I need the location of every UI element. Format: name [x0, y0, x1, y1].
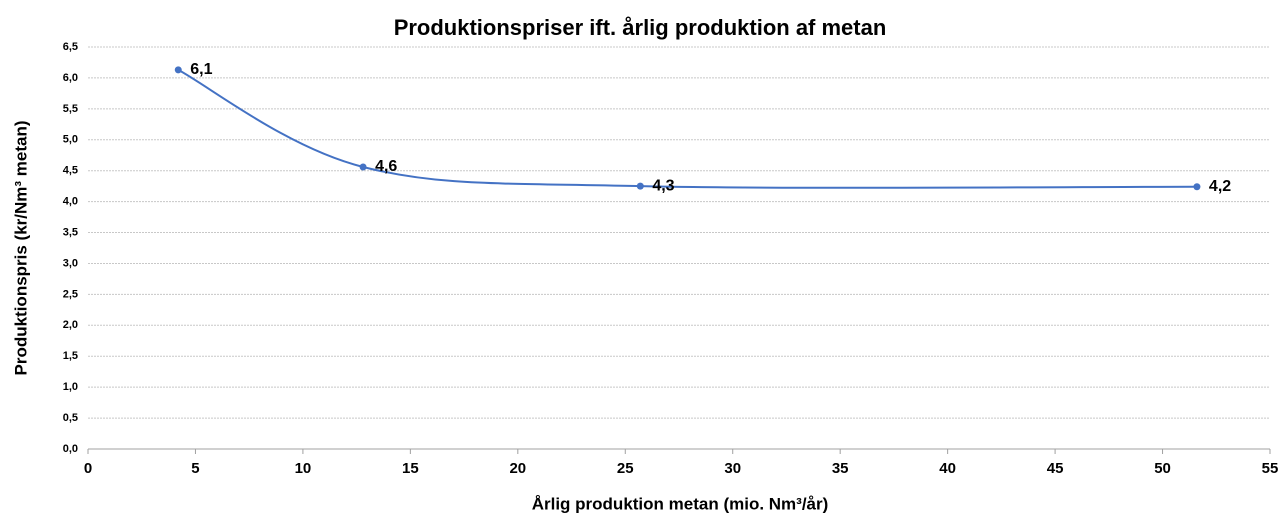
y-tick-label: 5,5 — [63, 103, 78, 115]
y-axis-label: Produktionspris (kr/Nm³ metan) — [11, 120, 30, 375]
data-label: 6,1 — [190, 61, 212, 78]
x-tick-label: 5 — [191, 460, 199, 477]
y-tick-label: 4,5 — [63, 165, 78, 177]
y-tick-label: 3,5 — [63, 226, 78, 238]
x-tick-label: 20 — [509, 460, 526, 477]
data-point — [1193, 183, 1201, 191]
y-tick-label: 6,5 — [63, 41, 78, 53]
data-point — [174, 66, 182, 74]
x-tick-label: 10 — [295, 460, 312, 477]
y-tick-label: 0,0 — [63, 443, 78, 455]
chart-title: Produktionspriser ift. årlig produktion … — [394, 15, 887, 40]
y-tick-label: 2,0 — [63, 319, 78, 331]
data-label: 4,2 — [1209, 178, 1231, 195]
y-tick-label: 0,5 — [63, 412, 78, 424]
data-label: 4,6 — [375, 158, 397, 175]
x-axis-label: Årlig produktion metan (mio. Nm³/år) — [532, 494, 829, 513]
x-tick-label: 50 — [1154, 460, 1171, 477]
data-label: 4,3 — [652, 177, 674, 194]
data-point — [359, 163, 367, 171]
x-tick-label: 30 — [724, 460, 741, 477]
x-tick-label: 40 — [939, 460, 956, 477]
y-tick-label: 5,0 — [63, 134, 78, 146]
x-tick-label: 0 — [84, 460, 92, 477]
data-point — [636, 182, 644, 190]
y-tick-label: 6,0 — [63, 72, 78, 84]
x-tick-label: 45 — [1047, 460, 1064, 477]
x-tick-label: 25 — [617, 460, 634, 477]
y-tick-label: 3,0 — [63, 257, 78, 269]
x-tick-label: 55 — [1262, 460, 1279, 477]
x-tick-label: 15 — [402, 460, 419, 477]
y-tick-label: 2,5 — [63, 288, 78, 300]
y-tick-label: 1,5 — [63, 350, 78, 362]
y-tick-label: 1,0 — [63, 381, 78, 393]
y-tick-label: 4,0 — [63, 196, 78, 208]
series-line — [177, 68, 1197, 189]
x-tick-label: 35 — [832, 460, 849, 477]
